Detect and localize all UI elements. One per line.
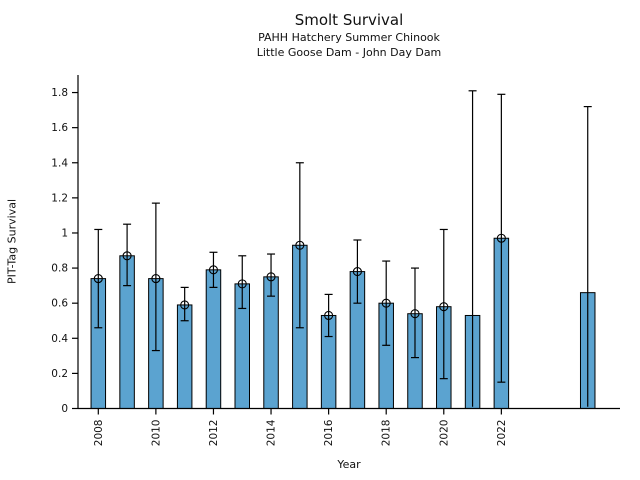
y-tick-label-0.2: 0.2 — [51, 368, 68, 380]
point-marker-2009 — [122, 251, 132, 261]
y-tick-label-0.8: 0.8 — [51, 263, 68, 275]
point-marker-2010 — [151, 274, 161, 284]
x-axis-label: Year — [337, 458, 361, 471]
y-tick-label-1.4: 1.4 — [51, 157, 68, 169]
chart-subtitle-reach: Little Goose Dam - John Day Dam — [256, 46, 442, 59]
point-marker-2008 — [93, 274, 103, 284]
chart-title: Smolt Survival — [294, 11, 404, 29]
point-marker-2011 — [180, 300, 190, 310]
point-marker-2022 — [496, 233, 506, 243]
point-marker-2012 — [208, 265, 219, 275]
x-tick-label-2020: 2020 — [438, 420, 450, 447]
point-marker-2016 — [324, 310, 334, 321]
point-marker-2015 — [295, 240, 305, 250]
bar-2012 — [205, 269, 222, 409]
y-tick-label-0.6: 0.6 — [51, 298, 68, 310]
y-tick-label-1.2: 1.2 — [51, 192, 68, 204]
y-tick-label-1: 1 — [61, 227, 68, 239]
point-marker-2017 — [352, 267, 362, 277]
point-marker-2019 — [410, 309, 420, 319]
y-tick-label-0: 0 — [61, 403, 68, 415]
y-tick-label-0.4: 0.4 — [51, 333, 68, 345]
x-tick-label-2022: 2022 — [496, 420, 508, 447]
x-tick-label-2016: 2016 — [323, 419, 335, 446]
point-marker-2014 — [266, 272, 276, 282]
chart-subtitle-stock: PAHH Hatchery Summer Chinook — [258, 31, 440, 44]
point-marker-2013 — [237, 279, 247, 289]
y-tick-label-1.6: 1.6 — [51, 122, 68, 134]
x-tick-label-2008: 2008 — [93, 420, 105, 447]
x-tick-label-2012: 2012 — [208, 420, 220, 447]
point-marker-2018 — [381, 298, 391, 308]
y-tick-label-1.8: 1.8 — [51, 87, 68, 99]
x-tick-label-2010: 2010 — [150, 420, 162, 447]
x-tick-label-2014: 2014 — [266, 419, 278, 446]
x-tick-label-2018: 2018 — [381, 420, 393, 447]
point-marker-2020 — [439, 302, 449, 312]
